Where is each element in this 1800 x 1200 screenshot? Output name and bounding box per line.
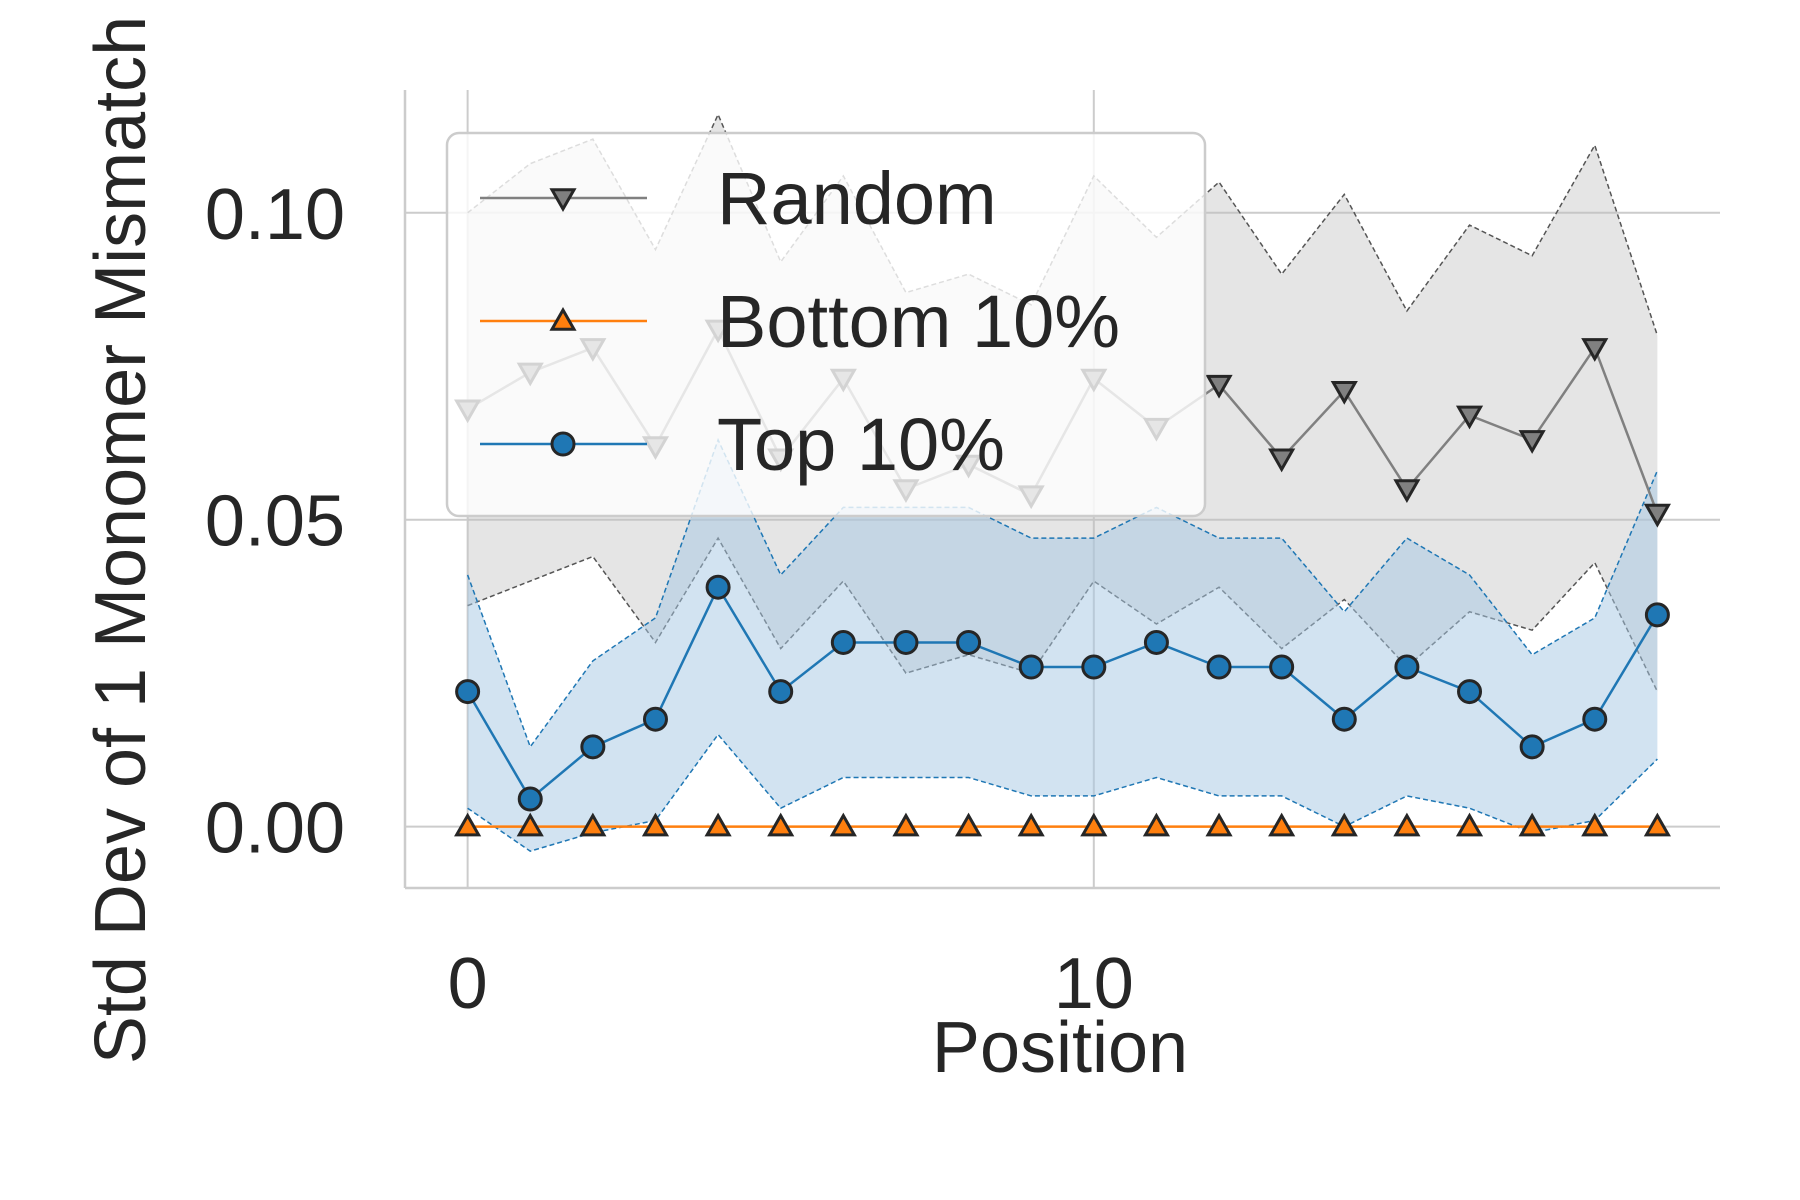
bottom-10-point	[579, 812, 607, 837]
random-point	[1205, 374, 1233, 399]
legend-marker-random	[549, 188, 577, 213]
top-10-point	[1143, 629, 1169, 655]
bottom-10-point	[1268, 812, 1296, 837]
top-10-point	[1457, 679, 1483, 705]
bottom-10-point	[516, 812, 544, 837]
legend-box	[445, 131, 1207, 518]
top-10-point	[768, 679, 794, 705]
bottom-10-point	[954, 812, 983, 837]
bottom-10-point	[1330, 812, 1358, 837]
top-10-point	[956, 629, 982, 655]
top-10-point	[893, 629, 919, 655]
y-axis-label: Std Dev of 1 Monomer Mismatch	[81, 16, 161, 1064]
top-10-point	[1519, 734, 1545, 760]
legend-label-random: Random	[717, 157, 997, 240]
bottom-10-point	[641, 812, 670, 837]
x-axis-label: Position	[932, 1008, 1188, 1088]
bottom-10-point	[1142, 812, 1171, 837]
axes-spines	[403, 90, 1720, 890]
bottom-10-point	[704, 812, 732, 837]
legend-label-bottom-10: Bottom 10%	[717, 280, 1120, 363]
bottom-10-point	[454, 812, 482, 837]
bottom-10-point	[1080, 812, 1108, 837]
bottom-10-point	[892, 812, 920, 837]
tick-labels: 0 10 0.00 0.05 0.10	[205, 175, 1134, 1024]
y-tick-label: 0.00	[205, 789, 345, 869]
top-10-band-lower	[467, 733, 1658, 852]
legend-label-top-10: Top 10%	[717, 403, 1005, 486]
top-10-point	[1081, 654, 1107, 680]
top-10-point	[1018, 654, 1044, 680]
random-point	[1268, 448, 1296, 473]
random-point	[1330, 381, 1358, 405]
top-10-point	[1644, 602, 1670, 628]
bottom-10-point	[1518, 812, 1546, 837]
top-10-point	[580, 734, 606, 760]
y-tick-label: 0.05	[205, 482, 345, 562]
bottom-10-point	[1455, 812, 1484, 837]
x-tick-label: 10	[1054, 944, 1134, 1024]
top-10-point	[1582, 706, 1608, 732]
top-10-band-upper	[466, 437, 1659, 749]
bottom-10-point	[767, 812, 795, 837]
random-point	[1643, 503, 1671, 528]
top-10-point	[517, 786, 543, 812]
legend-marker-top-10	[550, 431, 576, 457]
top-10-point	[1394, 654, 1420, 680]
top-10-point	[455, 679, 481, 705]
random-point	[1518, 430, 1546, 454]
random-point	[1581, 338, 1609, 362]
top-10-point	[1269, 654, 1295, 680]
bottom-10-point	[829, 812, 857, 837]
bottom-10-point	[1205, 812, 1233, 837]
top-10-point	[1331, 706, 1357, 732]
bottom-10-point	[1581, 812, 1609, 837]
y-tick-label: 0.10	[205, 175, 345, 255]
x-tick-label: 0	[448, 944, 488, 1024]
bottom-10-point	[1017, 812, 1045, 837]
top-10-point	[1206, 654, 1232, 680]
bottom-10-point	[1393, 812, 1421, 837]
random-point	[1393, 479, 1421, 504]
top-10-point	[705, 574, 731, 600]
legend-marker-bottom-10	[549, 306, 577, 331]
top-10-point	[830, 629, 856, 655]
legend: Random Bottom 10% Top 10%	[445, 131, 1207, 518]
top-10-point	[642, 706, 668, 732]
bottom-10-point	[1643, 812, 1671, 837]
random-point	[1455, 405, 1484, 430]
